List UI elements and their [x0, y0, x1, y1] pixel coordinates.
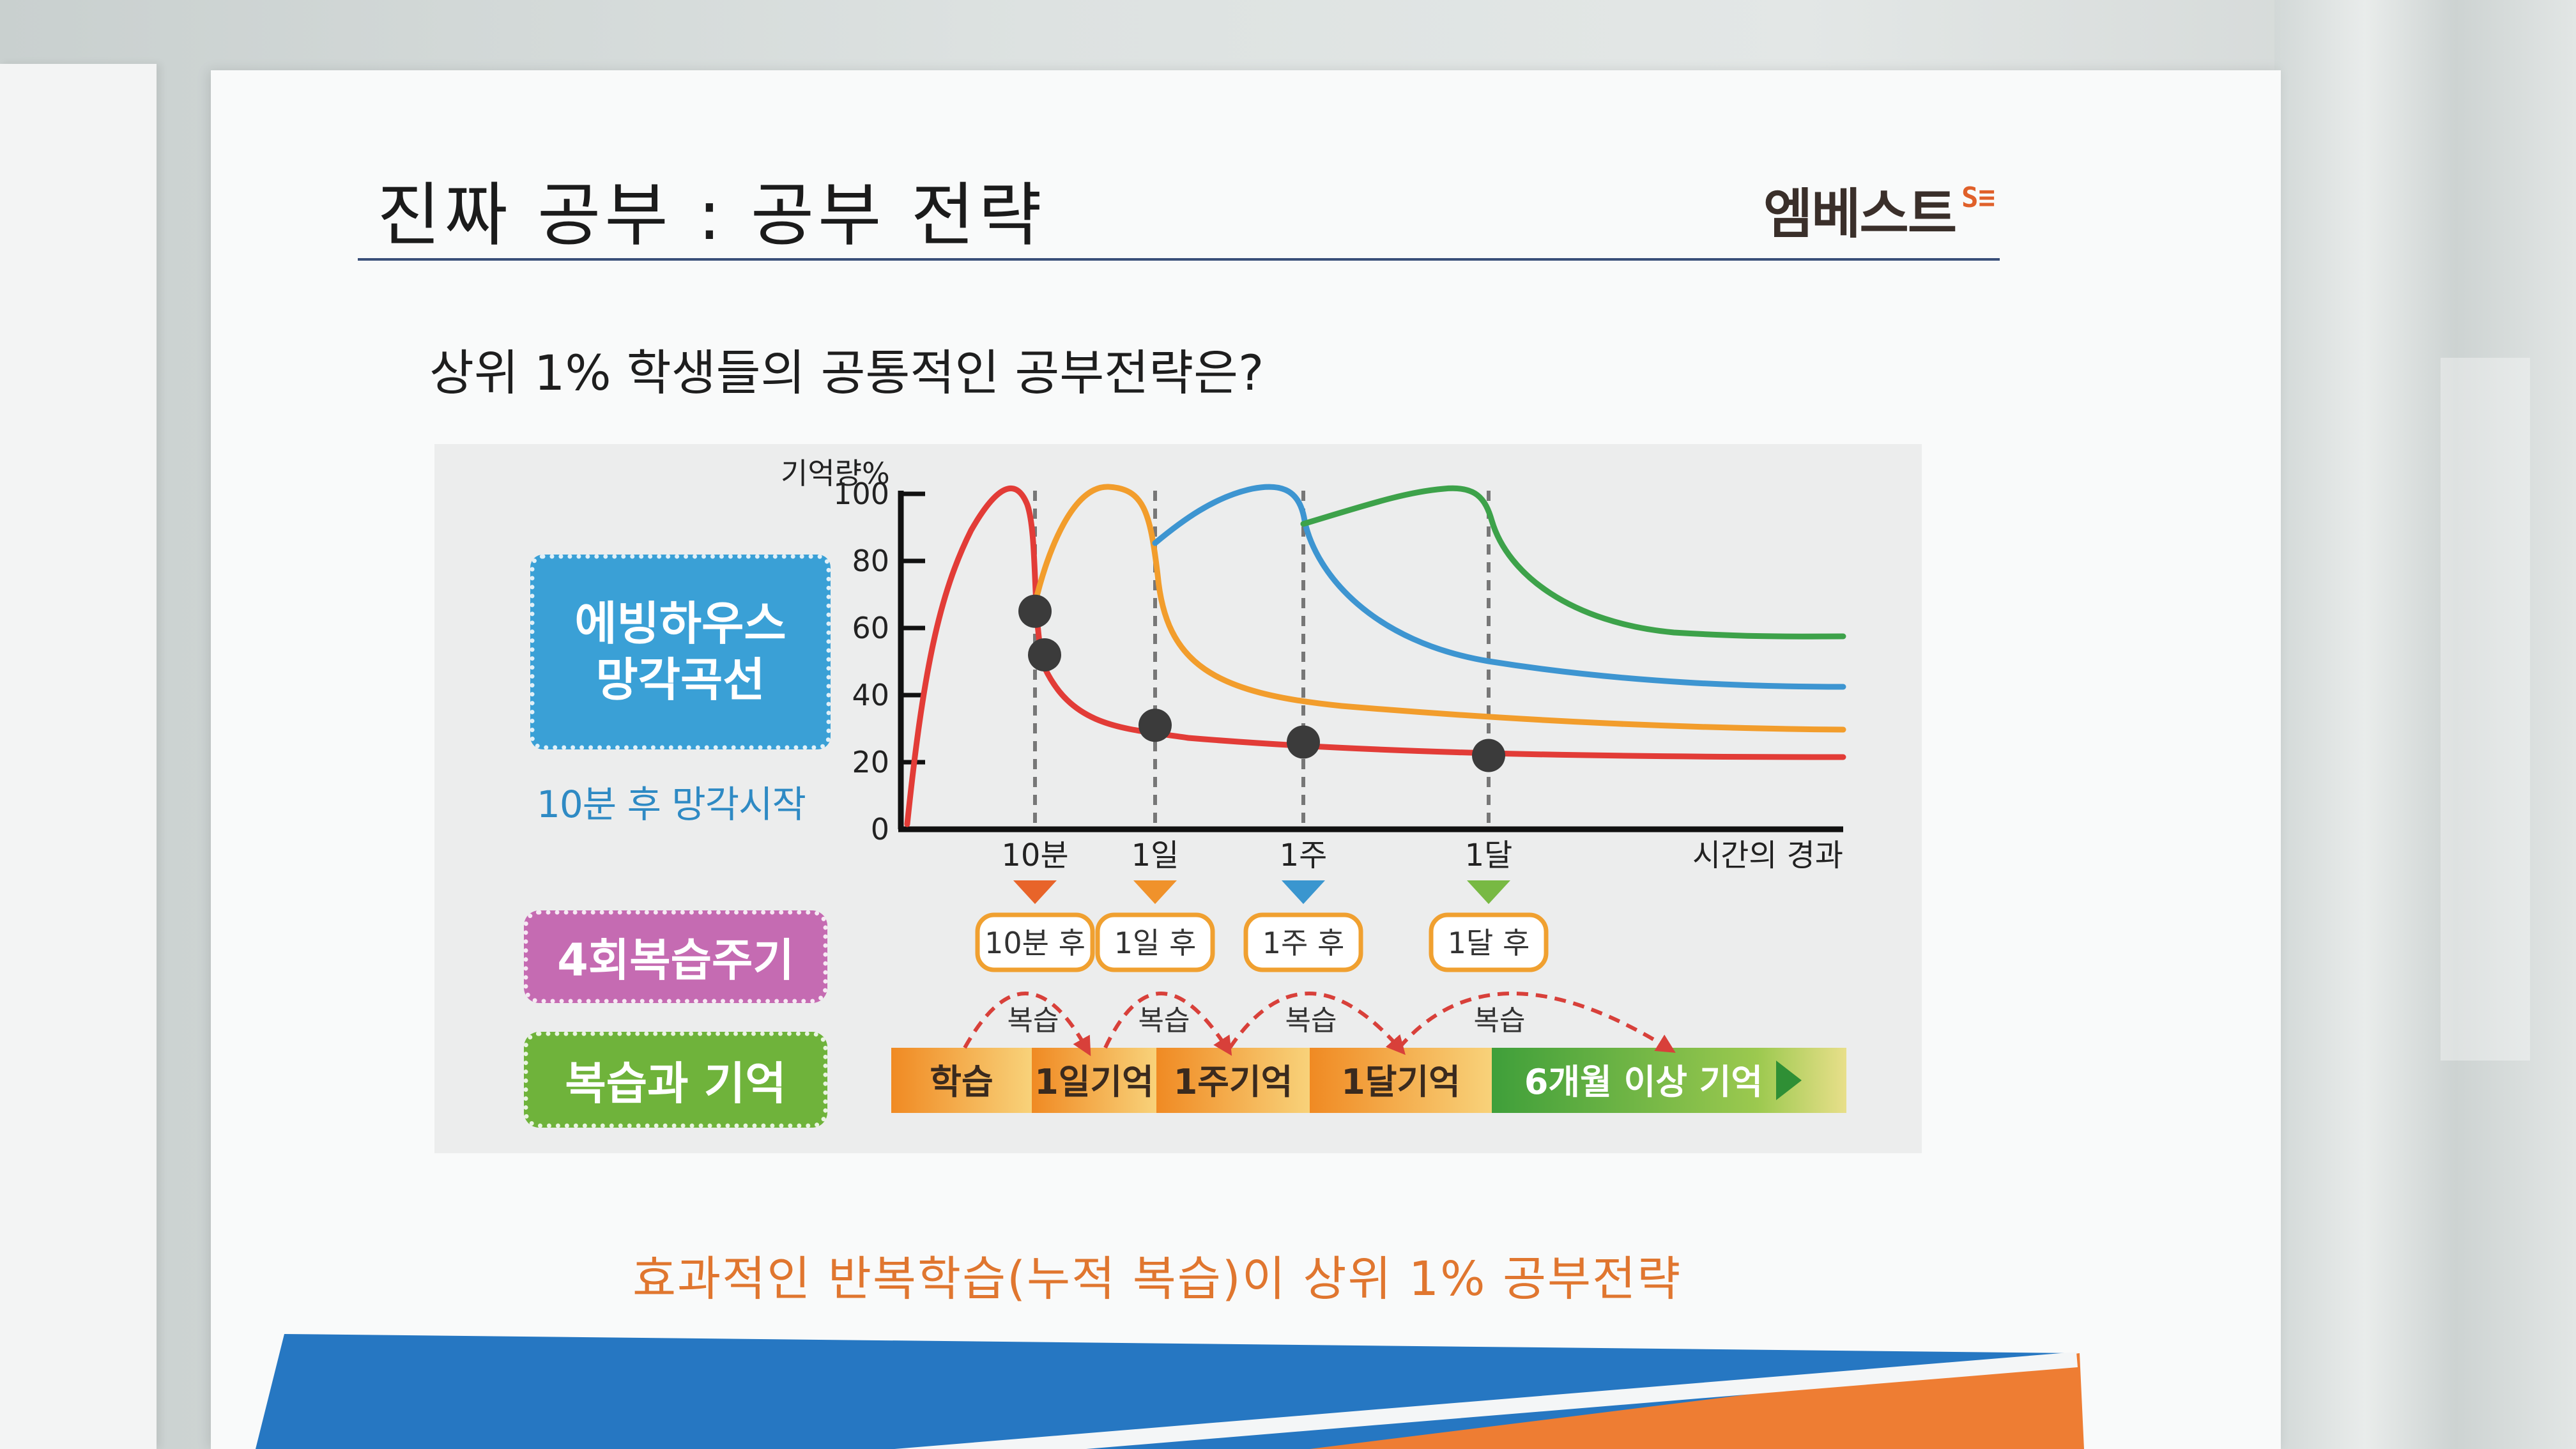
- page-title: 진짜 공부 : 공부 전략: [377, 176, 1046, 256]
- x-tick-labels: 10분 1일 1주 1달: [1001, 838, 1512, 873]
- y-axis-label: 기억량%: [781, 456, 890, 491]
- timeline-segment-label: 6개월 이상 기억: [1524, 1062, 1763, 1102]
- retention-point: [1138, 709, 1172, 742]
- review-arc: [1103, 992, 1232, 1056]
- retention-point: [1028, 638, 1061, 671]
- y-tick-label: 100: [833, 477, 889, 511]
- y-tick-label: 40: [852, 678, 889, 712]
- review-marker-box: [1429, 912, 1549, 972]
- y-tick-label: 80: [852, 544, 889, 578]
- review-marker-triangle: [1133, 880, 1177, 904]
- brand-logo: 엠베스트: [1763, 183, 1957, 245]
- y-tick-label: 60: [852, 611, 889, 645]
- ebbinghaus-badge-line1: 에빙하우스: [574, 596, 786, 650]
- curve-review-1week: [1300, 485, 1846, 640]
- chart-axes: [898, 491, 1843, 832]
- curve-review-10min: [1032, 484, 1846, 733]
- timeline-segment-label: 1일기억: [1034, 1062, 1154, 1102]
- review-marker-box: [975, 912, 1095, 972]
- y-tick-labels: 100 80 60 40 20 0: [833, 477, 925, 847]
- timeline-segment: [891, 1048, 1032, 1113]
- play-arrow-icon: [1776, 1061, 1802, 1100]
- memory-timeline: 학습 1일기억 1주기억 1달기억 6개월 이상 기억: [891, 1048, 1846, 1113]
- review-markers: 10분 후 1일 후 1주 후 1달 후: [975, 880, 1549, 972]
- review-arcs: 복습 복습 복습 복습: [963, 992, 1676, 1057]
- retention-points: [1018, 594, 1505, 772]
- timeline-segment-label: 1주기억: [1174, 1062, 1293, 1102]
- timeline-segment-label: 학습: [930, 1062, 993, 1102]
- bottom-note: 효과적인 반복학습(누적 복습)이 상위 1% 공부전략: [632, 1252, 1682, 1307]
- review-arc-label: 복습: [1474, 1004, 1526, 1037]
- review-arc-label: 복습: [1285, 1004, 1337, 1037]
- review-marker-triangle: [1282, 880, 1325, 904]
- brand-logo-mark: S≡: [1961, 181, 1995, 214]
- x-tick-label: 1일: [1131, 838, 1179, 873]
- timeline-segment-label: 1달기억: [1341, 1062, 1460, 1102]
- forget-start-label: 10분 후 망각시작: [537, 783, 806, 826]
- x-tick-label: 10분: [1001, 838, 1068, 873]
- ebbinghaus-badge: 에빙하우스 망각곡선: [530, 555, 831, 749]
- x-tick-label: 1주: [1280, 838, 1328, 873]
- ebbinghaus-badge-line2: 망각곡선: [595, 652, 765, 707]
- review-marker-label: 1주 후: [1262, 926, 1345, 960]
- timeline-segment: [1310, 1048, 1492, 1113]
- review-arc: [963, 992, 1091, 1057]
- header-divider: [358, 258, 2000, 261]
- x-tick-label: 1달: [1465, 838, 1513, 873]
- glass-pane: [2441, 358, 2530, 1061]
- review-marker-triangle: [1467, 880, 1510, 904]
- retention-point: [1018, 594, 1052, 628]
- review-marker-box: [1243, 912, 1363, 972]
- review-arc: [1228, 992, 1406, 1055]
- review-arc-label: 복습: [1138, 1004, 1190, 1037]
- y-tick-label: 20: [852, 745, 889, 779]
- review-memory-label: 복습과 기억: [565, 1057, 786, 1110]
- review-marker-label: 1달 후: [1448, 926, 1530, 960]
- banner-light-strip: [894, 1352, 2078, 1449]
- question-text: 상위 1% 학생들의 공통적인 공부전략은?: [429, 344, 1264, 401]
- review-cycle-label: 4회복습주기: [557, 934, 794, 986]
- review-marker-triangle: [1013, 880, 1057, 904]
- curve-review-1day: [1152, 484, 1846, 690]
- timeline-segment: [1156, 1048, 1310, 1113]
- review-arc-label: 복습: [1008, 1004, 1059, 1037]
- background-paper-left: [0, 64, 157, 1449]
- review-marker-label: 10분 후: [985, 926, 1085, 960]
- background-glass-right: [2274, 0, 2576, 1449]
- retention-point: [1287, 725, 1320, 759]
- review-memory-badge: 복습과 기억: [524, 1032, 827, 1128]
- y-tick-label: 0: [871, 812, 889, 847]
- timeline-segment: [1032, 1048, 1156, 1113]
- retention-point: [1472, 739, 1505, 772]
- x-axis-label: 시간의 경과: [1692, 838, 1843, 873]
- review-marker-box: [1095, 912, 1215, 972]
- review-marker-label: 1일 후: [1114, 926, 1197, 960]
- review-cycle-badge: 4회복습주기: [524, 910, 827, 1003]
